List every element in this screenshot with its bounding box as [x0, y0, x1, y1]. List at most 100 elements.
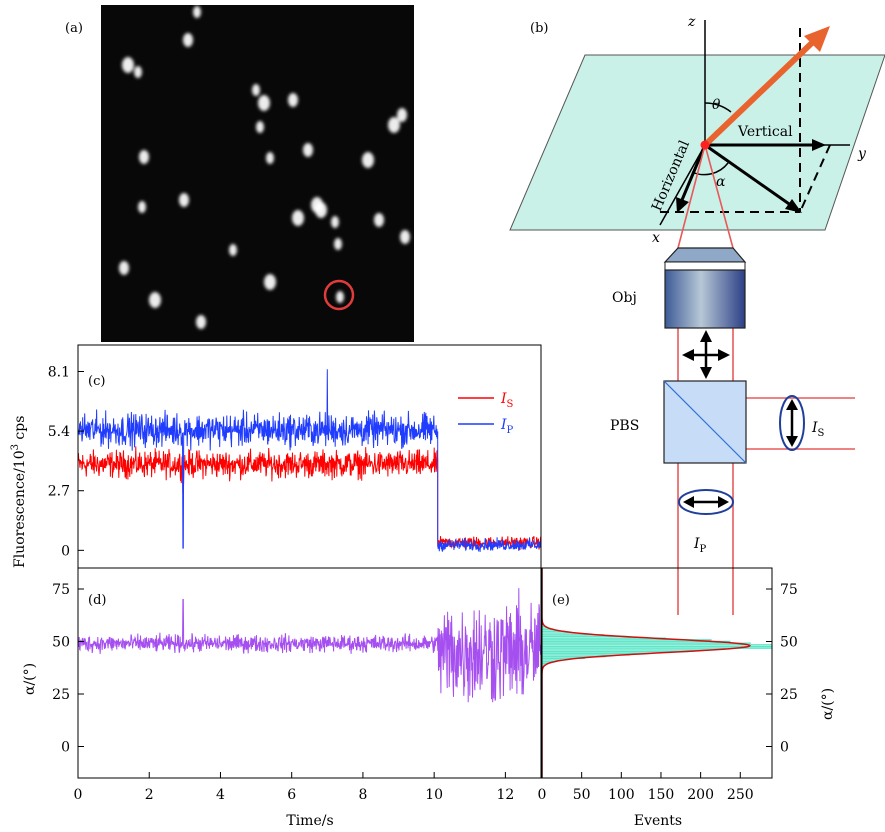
is-ellipse — [779, 395, 805, 451]
vertical-label: Vertical — [737, 124, 793, 140]
fluorescent-spot — [119, 261, 129, 275]
y-tick-label: 25 — [780, 687, 798, 703]
fluorescent-spot — [139, 150, 149, 164]
y-tick-label: 25 — [52, 687, 70, 703]
ip-label: IP — [693, 536, 707, 555]
panel-label-d: (d) — [88, 593, 106, 608]
panel-label-c: (c) — [88, 374, 105, 389]
objective-band — [664, 261, 746, 271]
x-tick-label: 6 — [287, 787, 296, 803]
x-tick-label: 250 — [727, 787, 754, 803]
fluorescent-spot — [149, 292, 161, 308]
chart-d-frame — [77, 567, 542, 779]
y-tick-label: 8.1 — [48, 364, 70, 380]
x-tick-label: 200 — [687, 787, 714, 803]
alpha-label: α — [716, 174, 726, 190]
polarization-arrowhead-right — [718, 349, 730, 361]
chart-e-ylabel: α/(°) — [820, 688, 836, 720]
fluorescent-spot — [179, 193, 189, 207]
x-tick-label: 10 — [425, 787, 443, 803]
horizontal-arrowhead — [676, 197, 689, 213]
fluorescent-spot — [252, 84, 260, 96]
legend-is-label: IS — [500, 391, 514, 410]
chart-e-xlabel: Events — [634, 813, 682, 829]
fluorescent-spot — [193, 6, 201, 18]
x-tick-label: 100 — [608, 787, 635, 803]
molecule-dot — [700, 140, 710, 150]
chart-e-frame — [541, 567, 773, 779]
fluorescent-spot — [336, 291, 344, 303]
fluorescent-spots — [119, 6, 410, 329]
beam-right-upper — [704, 144, 734, 249]
series-i-s — [78, 446, 541, 551]
fluorescent-spot — [258, 95, 270, 111]
panel-label-e: (e) — [552, 593, 570, 608]
fluorescent-spot — [331, 216, 339, 228]
fluorescent-spot — [311, 197, 323, 213]
x-axis-label: x — [652, 230, 660, 246]
y-axis-label: y — [857, 146, 867, 162]
chart-c: 0 2.7 5.4 8.1 (c) IS IP Fluorescence/103 cp… — [10, 344, 542, 569]
ip-ellipse — [678, 489, 734, 515]
ip-arrowhead-left — [683, 496, 694, 508]
panel-label-b: (b) — [530, 21, 548, 36]
theta-label: θ — [712, 97, 721, 113]
x-tick-label: 150 — [648, 787, 675, 803]
objective-lens — [664, 269, 746, 329]
x-tick-label: 12 — [496, 787, 514, 803]
fluorescent-spot — [134, 66, 142, 78]
legend-ip-label: IP — [500, 417, 514, 436]
theta-arc — [704, 102, 732, 113]
dipole-projection-arrowhead — [785, 199, 802, 213]
y-tick-label: 5.4 — [48, 424, 70, 440]
histogram-fit-curve — [542, 568, 751, 778]
y-tick-label: 50 — [780, 635, 798, 651]
alpha-arc — [691, 162, 729, 176]
fluorescent-spot — [256, 121, 264, 133]
fluorescent-spot — [400, 230, 410, 244]
fluorescent-spot — [196, 315, 206, 329]
projection-dashed-diagonal — [799, 144, 831, 213]
polarization-arrowhead-up — [700, 330, 712, 342]
sample-plane — [509, 54, 885, 231]
fluorescent-spot — [122, 57, 134, 73]
fluorescent-spot — [288, 93, 298, 107]
x-tick-label: 0 — [538, 787, 547, 803]
y-tick-label: 2.7 — [48, 484, 70, 500]
pbs-label: PBS — [610, 418, 639, 434]
y-tick-label: 0 — [61, 740, 70, 756]
x-tick-label: 8 — [358, 787, 367, 803]
chart-d-xlabel: Time/s — [286, 813, 333, 829]
dipole-projection-arrow — [704, 143, 793, 208]
polarization-arrowhead-down — [700, 367, 712, 379]
fluorescent-spot — [397, 108, 407, 122]
fluorescent-spot — [229, 244, 237, 256]
beam-left-upper — [677, 144, 706, 249]
pbs-diagonal — [663, 380, 747, 464]
fluorescent-spot — [138, 201, 146, 213]
fluorescent-spot — [183, 33, 193, 47]
x-tick-label: 0 — [74, 787, 83, 803]
microscope-image — [101, 5, 414, 342]
fluorescent-spot — [264, 274, 276, 290]
y-tick-label: 75 — [780, 582, 798, 598]
is-label: IS — [811, 420, 825, 439]
series-alpha — [78, 588, 541, 703]
ip-arrowhead-right — [718, 496, 729, 508]
chart-d: 0 25 50 75 0 2 4 6 8 10 12 (d) α/(°) Time/s — [22, 567, 542, 829]
x-tick-label: 2 — [145, 787, 154, 803]
highlighted-molecule-circle — [323, 279, 355, 311]
dipole-arrowhead — [804, 26, 830, 52]
fluorescent-spot — [303, 143, 313, 157]
y-tick-label: 75 — [52, 582, 70, 598]
y-tick-label: 0 — [780, 740, 789, 756]
y-tick-label: 0 — [61, 543, 70, 559]
fluorescent-spot — [388, 117, 400, 133]
fluorescent-spot — [334, 238, 342, 250]
chart-d-ylabel: α/(°) — [22, 663, 38, 695]
x-tick-label: 4 — [216, 787, 225, 803]
panel-label-a: (a) — [65, 21, 83, 36]
fluorescent-spot — [362, 152, 374, 168]
dipole-arrow — [702, 37, 818, 148]
